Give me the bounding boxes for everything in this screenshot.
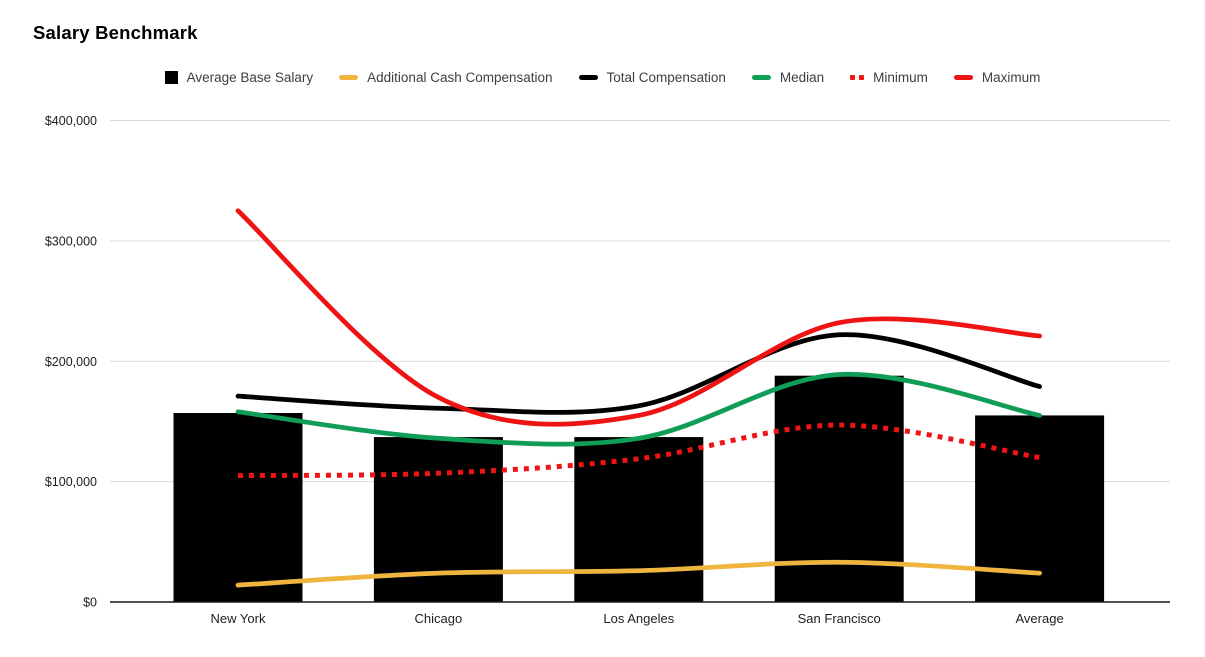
x-axis-label-los-angeles: Los Angeles [603, 611, 674, 626]
y-axis-tick-label: $100,000 [45, 475, 97, 489]
legend-dash-swatch-icon [578, 75, 598, 80]
bar-los-angeles [574, 437, 704, 602]
line-minimum [237, 422, 1041, 479]
legend-item-median: Median [751, 70, 825, 85]
bar-san-francisco [774, 375, 904, 602]
legend-item-total-compensation: Total Compensation [578, 70, 726, 85]
y-axis-tick-label: $0 [83, 596, 97, 610]
chart-legend: Average Base Salary Additional Cash Compe… [0, 70, 1205, 85]
line-total-compensation [235, 332, 1042, 415]
legend-label: Additional Cash Compensation [367, 70, 553, 85]
line-median [235, 371, 1042, 447]
legend-dash-swatch-icon [751, 75, 771, 80]
x-axis-label-chicago: Chicago [415, 611, 463, 626]
y-axis-tick-label: $400,000 [45, 114, 97, 128]
legend-label: Total Compensation [606, 70, 726, 85]
dot-icon [850, 75, 856, 80]
legend-item-maximum: Maximum [953, 70, 1041, 85]
line-maximum [235, 208, 1042, 427]
legend-item-average-base-salary: Average Base Salary [164, 70, 314, 85]
y-axis-tick-label: $200,000 [45, 355, 97, 369]
dot-icon [859, 75, 865, 80]
x-axis-label-average: Average [1016, 611, 1064, 626]
legend-item-additional-cash-compensation: Additional Cash Compensation [339, 70, 553, 85]
chart-title: Salary Benchmark [33, 22, 198, 43]
legend-label: Median [779, 70, 825, 85]
x-axis-label-san-francisco: San Francisco [798, 611, 881, 626]
line-additional-cash-compensation [235, 559, 1042, 588]
legend-label: Average Base Salary [186, 70, 314, 85]
bar-new-york [173, 413, 303, 602]
legend-dash-swatch-icon [339, 75, 359, 80]
legend-item-minimum: Minimum [850, 70, 928, 85]
legend-dash-swatch-icon [953, 75, 973, 80]
y-axis-tick-label: $300,000 [45, 234, 97, 248]
x-axis-label-new-york: New York [211, 611, 266, 626]
legend-square-swatch-icon [164, 71, 178, 84]
legend-label: Minimum [873, 70, 928, 85]
legend-dotted-swatch-icon [850, 75, 865, 80]
legend-label: Maximum [981, 70, 1041, 85]
